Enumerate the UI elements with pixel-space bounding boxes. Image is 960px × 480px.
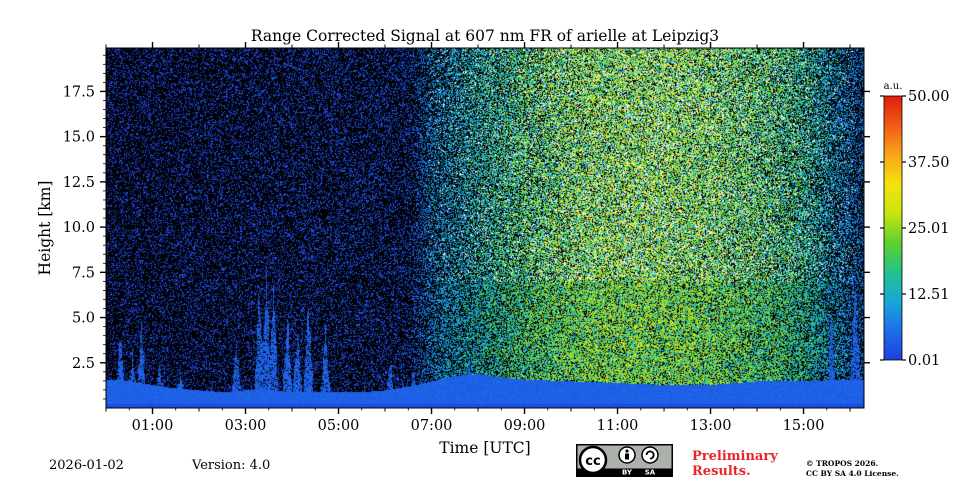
x-tick-label: 13:00 (690, 418, 732, 434)
preliminary-line-1: Preliminary (692, 449, 778, 464)
y-axis-label: Height [km] (36, 181, 54, 276)
x-tick-label: 07:00 (411, 418, 453, 434)
x-tick-label: 03:00 (225, 418, 267, 434)
colorbar-gradient (883, 95, 903, 361)
y-tick-label: 7.5 (72, 265, 95, 281)
x-tick-label: 15:00 (783, 418, 825, 434)
badge-bottom-panel (577, 468, 672, 476)
footer-date: 2026-01-02 (49, 458, 124, 473)
preliminary-line-2: Results. (692, 464, 751, 479)
colorbar-tick-label: 0.01 (908, 353, 940, 369)
x-tick-label: 05:00 (318, 418, 360, 434)
share-alike-icon (641, 446, 659, 464)
chart-title: Range Corrected Signal at 607 nm FR of a… (251, 27, 719, 45)
footer-version: Version: 4.0 (192, 458, 271, 473)
colorbar-tick-label: 12.51 (908, 287, 950, 303)
x-axis-label: Time [UTC] (439, 439, 530, 457)
cc-license-badge: cc BY SA (576, 444, 673, 477)
signal-heatmap (106, 48, 864, 408)
copyright-line-1: © TROPOS 2026. (806, 459, 879, 468)
colorbar-tick-label: 37.50 (908, 155, 950, 171)
heatmap-area (106, 48, 864, 408)
copyright-line-2: CC BY SA 4.0 License. (806, 469, 899, 478)
x-tick-label: 01:00 (132, 418, 174, 434)
plot-frame (105, 47, 865, 409)
preliminary-notice: Preliminary Results. (692, 449, 778, 479)
y-tick-label: 2.5 (72, 356, 95, 372)
share-alike-arrow (645, 450, 655, 460)
x-tick-label: 11:00 (597, 418, 639, 434)
colorbar-unit-label: a.u. (884, 81, 903, 92)
y-tick-label: 15.0 (63, 130, 95, 146)
attribution-body (625, 453, 629, 460)
y-tick-label: 12.5 (63, 175, 95, 191)
colorbar: a.u. 0.01 12.51 25.01 37.50 50.00 (880, 81, 950, 369)
badge-sa-label: SA (645, 469, 656, 477)
cc-mark: cc (585, 454, 600, 469)
cc-circle-icon (578, 445, 608, 475)
axes: 01:00 03:00 05:00 07:00 09:00 11:00 13:00 15:00… (63, 42, 870, 434)
y-tick-label: 5.0 (72, 311, 95, 327)
colorbar-tick-label: 50.00 (908, 89, 950, 105)
attribution-head (625, 449, 629, 453)
x-tick-label: 09:00 (504, 418, 546, 434)
y-tick-label: 10.0 (63, 220, 95, 236)
colorbar-tick-label: 25.01 (908, 221, 950, 237)
copyright-notice: © TROPOS 2026. CC BY SA 4.0 License. (806, 459, 899, 479)
badge-by-label: BY (622, 469, 633, 477)
y-tick-label: 17.5 (63, 84, 95, 100)
